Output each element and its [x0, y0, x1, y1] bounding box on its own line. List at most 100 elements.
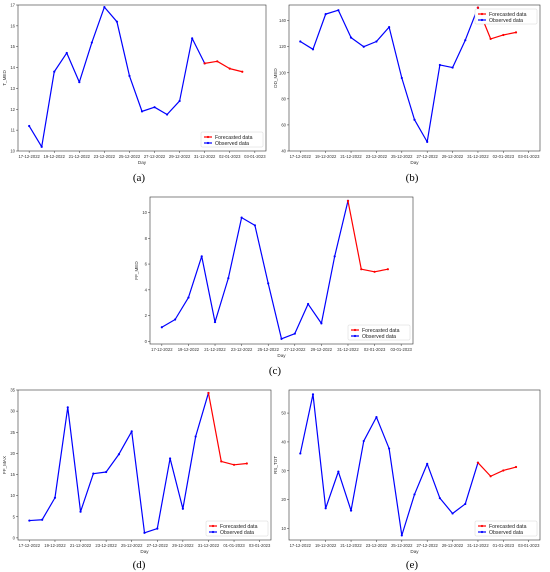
x-tick-label: 17-12-2022	[290, 154, 312, 159]
data-point-forecasted-data	[502, 33, 505, 37]
data-point-observed-data	[400, 76, 403, 80]
data-point-observed-data	[362, 439, 365, 443]
series-line-observed-data	[299, 393, 479, 536]
x-tick-label: 29-12-2022	[442, 543, 464, 548]
y-tick-label: 4	[145, 287, 148, 292]
data-point-forecasted-data	[514, 465, 518, 469]
panel-a: 10 11 12 13 14 15 16 17 17-12-2022 19-12-2022 21-1…	[2, 3, 267, 165]
plot-frame	[288, 4, 541, 152]
data-point-observed-data	[130, 430, 133, 433]
data-point-forecasted-data	[489, 475, 492, 478]
legend-label: Observed data	[489, 18, 523, 24]
data-point-observed-data	[280, 337, 283, 340]
data-point-observed-data	[388, 26, 391, 29]
data-point-observed-data	[438, 497, 441, 500]
legend-marker	[353, 334, 357, 338]
legend-box	[474, 520, 538, 537]
x-tick-label: 29-12-2022	[169, 154, 191, 159]
y-tick-label: 40	[281, 439, 286, 444]
x-tick-label: 29-12-2022	[442, 154, 464, 159]
data-point-observed-data	[53, 496, 57, 499]
data-point-observed-data	[28, 519, 31, 522]
plot-frame	[17, 4, 267, 152]
legend-label: Forecasted data	[362, 328, 400, 334]
data-point-observed-data	[156, 527, 159, 530]
y-tick-label: 10	[10, 149, 15, 154]
data-point-observed-data	[78, 81, 81, 84]
data-point-forecasted-data	[232, 463, 236, 466]
series-line-forecasted-data	[477, 462, 517, 477]
series-line-forecasted-data	[204, 60, 243, 73]
y-tick-label: 11	[11, 128, 16, 133]
x-tick-label: 19-12-2022	[315, 154, 337, 159]
data-point-observed-data	[311, 393, 315, 396]
x-tick-label: 19-12-2022	[44, 154, 66, 159]
data-point-observed-data	[227, 277, 230, 280]
legend-label: Observed data	[489, 530, 523, 536]
data-point-observed-data	[160, 326, 163, 329]
legend-marker	[480, 524, 484, 528]
legend-box	[200, 131, 264, 148]
data-point-forecasted-data	[346, 199, 350, 202]
data-point-observed-data	[413, 493, 416, 496]
data-point-observed-data	[299, 40, 302, 43]
x-tick-label: 21-12-2022	[340, 154, 362, 159]
x-tick-label: 02-01-2023	[364, 347, 386, 352]
x-tick-label: 23-12-2022	[94, 154, 116, 159]
legend-label: Forecasted data	[489, 524, 527, 530]
legend-box	[347, 324, 411, 341]
x-tick-label: 01-01-2023	[223, 543, 245, 548]
x-tick-label: 17-12-2022	[151, 347, 173, 352]
x-tick-label: 23-12-2022	[95, 543, 117, 548]
data-point-observed-data	[337, 9, 340, 12]
caption-c: (c)	[269, 365, 282, 377]
x-tick-label: 19-12-2022	[315, 543, 337, 548]
legend-marker	[211, 524, 215, 528]
y-tick-label: 14	[10, 65, 15, 70]
legend-marker	[206, 141, 210, 145]
x-axis-label: Day	[140, 549, 149, 554]
data-point-observed-data	[451, 66, 454, 69]
plot-frame	[149, 196, 414, 345]
series-line-observed-data	[29, 392, 210, 534]
series-line-forecasted-data	[347, 200, 388, 273]
data-point-observed-data	[267, 282, 270, 285]
data-point-observed-data	[66, 406, 69, 409]
data-point-observed-data	[293, 332, 296, 335]
x-tick-label: 02-01-2023	[219, 154, 241, 159]
y-tick-label: 0	[13, 535, 16, 540]
data-point-observed-data	[240, 216, 243, 219]
x-tick-label: 17-12-2022	[290, 543, 312, 548]
data-point-forecasted-data	[241, 70, 244, 73]
data-point-observed-data	[165, 113, 169, 116]
x-tick-label: 21-12-2022	[69, 154, 91, 159]
x-tick-label: 03-01-2023	[390, 347, 412, 352]
panel-e: 10 20 30 40 50 17-12-2022 19-12-2022 21-12-2022…	[273, 389, 541, 554]
data-point-observed-data	[253, 224, 257, 227]
x-tick-label: 25-12-2022	[391, 154, 413, 159]
data-point-observed-data	[53, 70, 56, 73]
data-point-observed-data	[65, 51, 68, 55]
y-tick-label: 12	[10, 107, 15, 112]
data-point-observed-data	[400, 534, 403, 537]
data-point-forecasted-data	[502, 469, 505, 472]
x-tick-label: 02-01-2023	[493, 154, 515, 159]
legend-marker	[353, 328, 357, 332]
data-point-observed-data	[324, 13, 327, 16]
data-point-observed-data	[362, 45, 365, 48]
data-point-forecasted-data	[476, 6, 480, 9]
data-point-observed-data	[451, 512, 454, 515]
data-point-observed-data	[349, 36, 353, 39]
y-tick-label: 50	[281, 411, 286, 416]
data-point-observed-data	[103, 5, 106, 9]
x-tick-label: 27-12-2022	[147, 543, 169, 548]
y-tick-label: 120	[279, 44, 287, 49]
y-tick-label: 30	[281, 468, 286, 473]
y-axis-label: FF_MED	[134, 261, 139, 280]
legend-box	[474, 8, 538, 25]
x-axis-label: Day	[277, 353, 286, 358]
x-tick-label: 31-12-2022	[467, 543, 489, 548]
y-tick-label: 20	[10, 451, 15, 456]
x-tick-label: 31-12-2022	[198, 543, 220, 548]
plot-frame	[17, 389, 272, 541]
